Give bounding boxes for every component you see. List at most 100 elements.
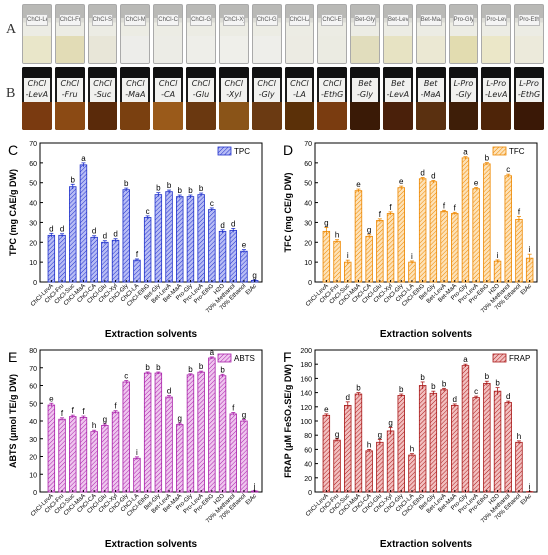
y-tick-label: 10 (304, 260, 312, 267)
bar (102, 425, 109, 492)
vial-b-label: ChCl-LA (287, 78, 313, 102)
significance-letter: g (378, 430, 382, 439)
bar (91, 237, 98, 282)
significance-letter: j (253, 482, 256, 491)
vial-photo-row-a: ChCl-LevAChCl-FruChCl-SucChCl-MaAChCl-CA… (22, 4, 544, 64)
bar (430, 393, 437, 492)
vial-b-label: ChCl-Xyl (221, 78, 247, 102)
bar (409, 455, 416, 492)
bar (366, 451, 373, 492)
y-tick-label: 40 (29, 201, 37, 208)
y-tick-label: 100 (300, 419, 312, 426)
significance-letter: f (114, 402, 117, 411)
legend-swatch (218, 354, 231, 362)
significance-letter: b (485, 154, 490, 163)
vial-b-label: Bet-LevA (385, 78, 411, 102)
significance-letter: d (92, 227, 96, 236)
bar (344, 262, 351, 282)
significance-letter: d (113, 230, 117, 239)
vial-b-label: ChCl-LevA (24, 78, 50, 102)
significance-letter: b (188, 186, 193, 195)
bar (69, 187, 76, 282)
vial-b-label: Bet-Gly (352, 78, 378, 102)
y-tick-label: 60 (29, 384, 37, 391)
y-tick-label: 60 (29, 161, 37, 168)
vial-a-0: ChCl-LevA (22, 4, 52, 64)
bar (241, 251, 248, 282)
x-tick-label: EtAc (520, 493, 533, 506)
x-axis-label: Extraction solvents (380, 539, 473, 550)
significance-letter: e (474, 178, 479, 187)
significance-letter: e (49, 394, 54, 403)
bar (123, 190, 130, 282)
bar (48, 405, 55, 492)
vial-a-6: ChCl-Xyl (219, 4, 249, 64)
bar (59, 235, 66, 282)
vial-a-label: Bet-MaA (420, 14, 442, 26)
vial-a-label: ChCl-Suc (92, 14, 114, 26)
significance-letter: d (506, 392, 510, 401)
bar (516, 442, 523, 492)
significance-letter: d (103, 232, 107, 241)
vial-b-8: ChCl-LA (285, 67, 315, 130)
vial-a-label: ChCl-Xyl (223, 14, 245, 26)
bar (484, 164, 491, 282)
vial-a-label: ChCl-Glu (190, 14, 212, 26)
vial-b-5: ChCl-Glu (186, 67, 216, 130)
vial-a-label: Bet-LevA (387, 14, 409, 26)
vial-b-11: Bet-LevA (383, 67, 413, 130)
vial-a-label: ChCl-LA (289, 14, 311, 26)
significance-letter: c (506, 165, 510, 174)
bar (144, 373, 151, 492)
significance-letter: b (420, 373, 425, 382)
bar (219, 231, 226, 282)
significance-letter: b (124, 179, 129, 188)
significance-letter: b (442, 379, 447, 388)
vial-a-label: ChCl-Gly (256, 14, 278, 26)
significance-letter: d (231, 219, 235, 228)
significance-letter: b (145, 363, 150, 372)
legend-label: TPC (234, 147, 250, 156)
bar (505, 403, 512, 492)
bar (494, 261, 501, 282)
vial-a-label: Pro-Gly (453, 14, 475, 26)
bar (484, 383, 491, 492)
significance-letter: g (178, 414, 182, 423)
vial-a-label: Bet-Gly (354, 14, 376, 26)
vial-b-label: ChCl-Suc (90, 78, 116, 102)
photo-label-b: B (6, 86, 15, 102)
vial-a-12: Bet-MaA (416, 4, 446, 64)
significance-letter: e (324, 405, 329, 414)
vial-b-label: L-Pro-EthG (516, 78, 542, 102)
vial-a-1: ChCl-Fru (55, 4, 85, 64)
bar (209, 210, 216, 282)
significance-letter: d (420, 169, 424, 178)
y-tick-label: 20 (29, 455, 37, 462)
y-tick-label: 60 (304, 447, 312, 454)
bar (473, 398, 480, 492)
significance-letter: i (136, 448, 138, 457)
vial-b-10: Bet-Gly (350, 67, 380, 130)
bar (398, 395, 405, 492)
vial-a-label: Pro-LevA (485, 14, 507, 26)
significance-letter: a (463, 355, 468, 364)
significance-letter: g (242, 411, 246, 420)
vial-b-label: ChCl-MaA (122, 78, 148, 102)
y-axis-label: TFC (mg CE/g DW) (283, 173, 293, 253)
vial-b-6: ChCl-Xyl (219, 67, 249, 130)
y-tick-label: 40 (29, 419, 37, 426)
y-tick-label: 30 (29, 220, 37, 227)
significance-letter: f (61, 409, 64, 418)
significance-letter: g (388, 418, 392, 427)
significance-letter: h (410, 445, 414, 454)
vial-a-label: Pro-EthG (518, 14, 540, 26)
bar (48, 235, 55, 282)
y-tick-label: 0 (33, 280, 37, 287)
vial-b-label: ChCl-EthG (319, 78, 345, 102)
vial-a-label: ChCl-EthG (321, 14, 343, 26)
bar (377, 220, 384, 282)
bar (134, 260, 141, 282)
vial-b-label: ChCl-Fru (57, 78, 83, 102)
